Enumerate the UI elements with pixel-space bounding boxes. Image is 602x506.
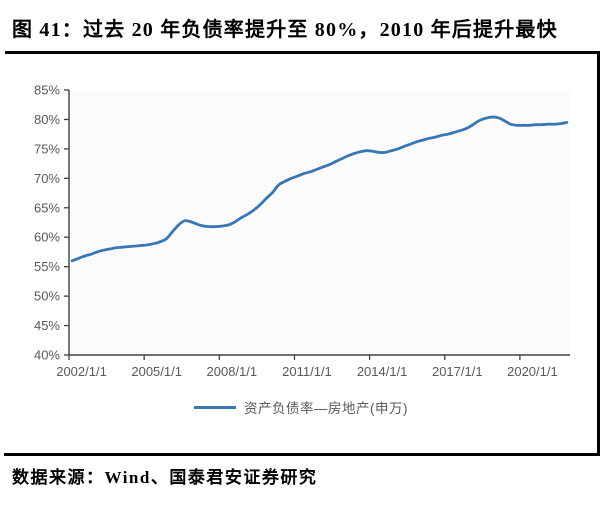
svg-text:55%: 55% <box>34 259 60 274</box>
svg-text:80%: 80% <box>34 112 60 127</box>
svg-text:50%: 50% <box>34 289 60 304</box>
chart-legend: 资产负债率—房地产(申万) <box>0 398 602 416</box>
figure-right-border <box>597 51 600 455</box>
data-source-text: 数据来源：Wind、国泰君安证券研究 <box>12 468 318 487</box>
line-chart: 85% 80% 75% 70% 65% 60% 55% 50% 45% 40% 2002/1/1 20… <box>0 60 602 396</box>
svg-text:70%: 70% <box>34 171 60 186</box>
legend-series-label: 资产负债率—房地产(申万) <box>244 401 408 416</box>
legend-line-marker <box>194 405 236 409</box>
svg-text:2011/1/1: 2011/1/1 <box>282 364 332 379</box>
source-divider-rule <box>4 453 600 456</box>
svg-text:60%: 60% <box>34 230 60 245</box>
title-divider-rule <box>5 51 599 54</box>
chart-canvas: 85% 80% 75% 70% 65% 60% 55% 50% 45% 40%2002/1/1 20… <box>34 83 570 379</box>
svg-text:2017/1/1: 2017/1/1 <box>432 364 483 379</box>
svg-text:85%: 85% <box>34 83 60 98</box>
svg-text:2005/1/1: 2005/1/1 <box>131 364 182 379</box>
svg-text:75%: 75% <box>34 141 60 156</box>
figure-title: 图 41：过去 20 年负债率提升至 80%，2010 年后提升最快 <box>12 19 558 41</box>
svg-text:40%: 40% <box>34 348 60 363</box>
svg-text:45%: 45% <box>34 318 60 333</box>
svg-text:2008/1/1: 2008/1/1 <box>207 364 258 379</box>
svg-text:65%: 65% <box>34 200 60 215</box>
svg-text:2002/1/1: 2002/1/1 <box>56 364 107 379</box>
svg-text:2020/1/1: 2020/1/1 <box>507 364 558 379</box>
svg-text:2014/1/1: 2014/1/1 <box>357 364 408 379</box>
